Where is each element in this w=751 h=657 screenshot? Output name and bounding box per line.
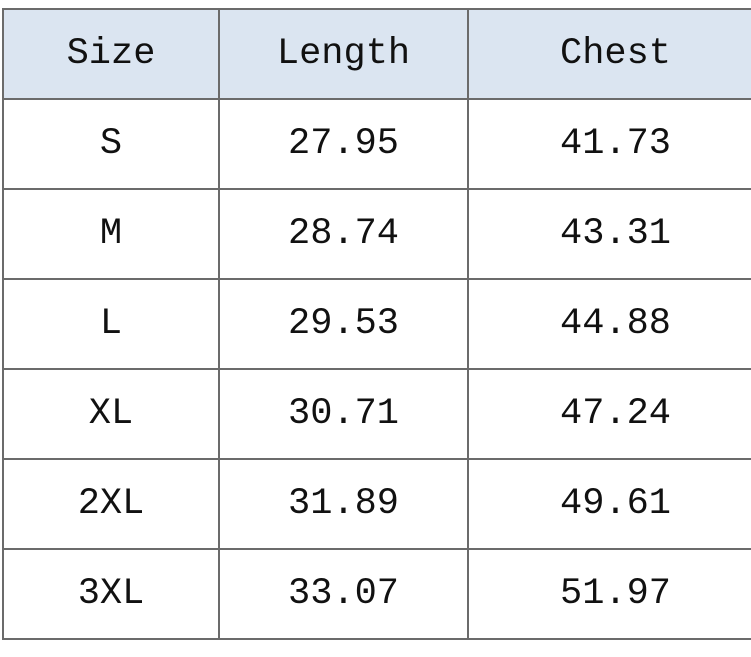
header-cell: Size (2, 8, 220, 100)
table-cell: 47.24 (467, 368, 751, 460)
table-cell: S (2, 98, 220, 190)
table-cell: 2XL (2, 458, 220, 550)
table-cell: M (2, 188, 220, 280)
table-row: L 29.53 44.88 (2, 278, 751, 370)
table-cell: XL (2, 368, 220, 460)
table-cell: 28.74 (218, 188, 469, 280)
header-row: Size Length Chest (2, 8, 751, 100)
table-cell: 43.31 (467, 188, 751, 280)
table-row: M 28.74 43.31 (2, 188, 751, 280)
table-cell: 31.89 (218, 458, 469, 550)
table-cell: 30.71 (218, 368, 469, 460)
table-cell: 29.53 (218, 278, 469, 370)
table-cell: 49.61 (467, 458, 751, 550)
header-cell: Length (218, 8, 469, 100)
size-table: Size Length Chest S 27.95 41.73 M 28.74 43.31 L 2… (2, 8, 751, 640)
table-cell: 51.97 (467, 548, 751, 640)
table-cell: 44.88 (467, 278, 751, 370)
table-body: S 27.95 41.73 M 28.74 43.31 L 29.53 44.88 XL 30.71… (2, 98, 751, 640)
table-cell: 33.07 (218, 548, 469, 640)
table-cell: 3XL (2, 548, 220, 640)
table-row: S 27.95 41.73 (2, 98, 751, 190)
table-cell: 27.95 (218, 98, 469, 190)
table-row: XL 30.71 47.24 (2, 368, 751, 460)
table-row: 3XL 33.07 51.97 (2, 548, 751, 640)
table-row: 2XL 31.89 49.61 (2, 458, 751, 550)
header-cell: Chest (467, 8, 751, 100)
table-cell: 41.73 (467, 98, 751, 190)
table-cell: L (2, 278, 220, 370)
